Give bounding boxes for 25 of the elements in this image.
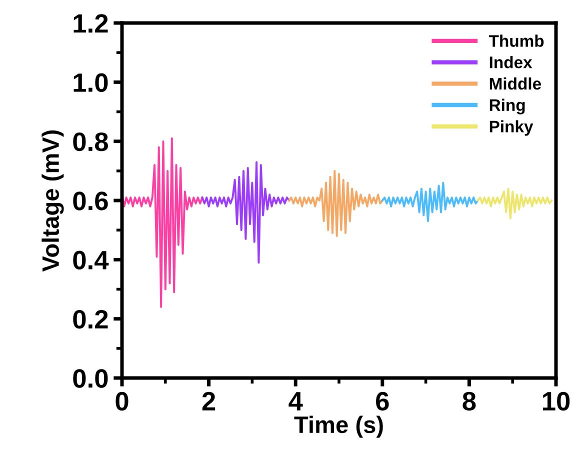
x-axis-title: Time (s) — [294, 416, 383, 438]
legend-label: Index — [490, 56, 532, 68]
x-tick-label: 10 — [542, 392, 570, 411]
x-tick-label: 2 — [202, 392, 216, 410]
line-series — [201, 161, 290, 264]
y-tick-label: 0.0 — [73, 369, 108, 388]
y-tick-label: 1.0 — [74, 73, 108, 92]
y-axis-title: Voltage (mV) — [42, 130, 64, 272]
line-series — [122, 137, 204, 308]
y-tick-label: 0.6 — [73, 192, 108, 210]
y-tick-label: 0.2 — [73, 310, 108, 329]
y-tick-label: 0.4 — [73, 250, 109, 270]
x-tick-label: 0 — [116, 392, 128, 411]
y-tick-label: 0.8 — [73, 132, 108, 152]
legend-label: Pinky — [490, 120, 534, 136]
line-series — [381, 182, 479, 222]
x-tick-label: 8 — [462, 392, 476, 411]
x-tick-label: 4 — [288, 392, 303, 410]
y-tick-label: 1.2 — [74, 14, 108, 33]
legend-label: Middle — [490, 77, 541, 90]
line-series — [476, 188, 553, 220]
legend-label: Thumb — [488, 34, 544, 47]
line-series — [288, 170, 384, 237]
x-tick-label: 6 — [376, 392, 389, 411]
legend-label: Ring — [490, 98, 525, 114]
